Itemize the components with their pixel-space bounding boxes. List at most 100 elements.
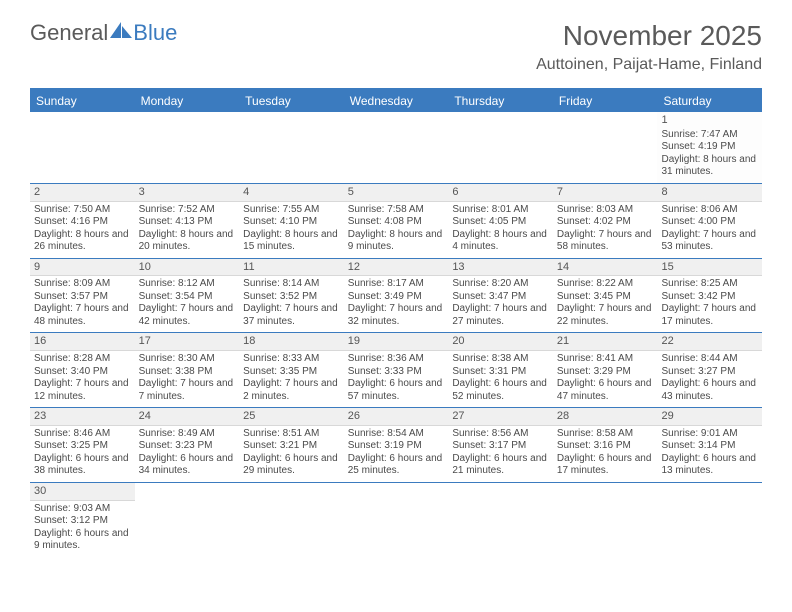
weekday-header: Wednesday <box>344 90 449 112</box>
day-cell: 23Sunrise: 8:46 AMSunset: 3:25 PMDayligh… <box>30 408 135 482</box>
daylight-text: Daylight: 7 hours and 27 minutes. <box>452 303 549 328</box>
day-number: 14 <box>557 261 654 275</box>
sunrise-text: Sunrise: 8:14 AM <box>243 278 340 291</box>
day-cell: 19 Sunrise: 8:36 AMSunset: 3:33 PMDayligh… <box>344 333 449 407</box>
day-cell: 25Sunrise: 8:51 AMSunset: 3:21 PMDayligh… <box>239 408 344 482</box>
day-number-band: 2 <box>30 184 135 202</box>
sunset-text: Sunset: 4:10 PM <box>243 216 340 229</box>
daylight-text: Daylight: 7 hours and 17 minutes. <box>661 303 758 328</box>
day-number-band: 16 <box>30 333 135 351</box>
sunset-text: Sunset: 3:19 PM <box>348 440 445 453</box>
day-number: 9 <box>34 261 131 275</box>
week-row: 30Sunrise: 9:03 AMSunset: 3:12 PMDayligh… <box>30 483 762 557</box>
day-cell: 4Sunrise: 7:55 AMSunset: 4:10 PMDaylight… <box>239 184 344 258</box>
sunrise-text: Sunrise: 7:58 AM <box>348 204 445 217</box>
day-number-band: 18 <box>239 333 344 351</box>
sunset-text: Sunset: 3:52 PM <box>243 291 340 304</box>
sunset-text: Sunset: 3:33 PM <box>348 366 445 379</box>
day-cell <box>448 483 553 557</box>
sunrise-text: Sunrise: 8:12 AM <box>139 278 236 291</box>
daylight-text: Daylight: 6 hours and 38 minutes. <box>34 453 131 478</box>
day-number-band: 29 <box>657 408 762 426</box>
sunrise-text: Sunrise: 8:28 AM <box>34 353 131 366</box>
day-cell: 6Sunrise: 8:01 AMSunset: 4:05 PMDaylight… <box>448 184 553 258</box>
weekday-header: Tuesday <box>239 90 344 112</box>
sunrise-text: Sunrise: 8:22 AM <box>557 278 654 291</box>
day-cell: 20Sunrise: 8:38 AMSunset: 3:31 PMDayligh… <box>448 333 553 407</box>
day-number: 2 <box>34 186 131 200</box>
weekday-header: Monday <box>135 90 240 112</box>
day-cell: 22Sunrise: 8:44 AMSunset: 3:27 PMDayligh… <box>657 333 762 407</box>
day-number: 16 <box>34 335 131 349</box>
day-number: 29 <box>661 410 758 424</box>
day-cell: 11Sunrise: 8:14 AMSunset: 3:52 PMDayligh… <box>239 259 344 333</box>
sunset-text: Sunset: 4:00 PM <box>661 216 758 229</box>
day-number: 26 <box>348 410 445 424</box>
sunrise-text: Sunrise: 8:25 AM <box>661 278 758 291</box>
daylight-text: Daylight: 6 hours and 57 minutes. <box>348 378 445 403</box>
weekday-header: Saturday <box>657 90 762 112</box>
sunset-text: Sunset: 3:21 PM <box>243 440 340 453</box>
day-number-band: 24 <box>135 408 240 426</box>
day-number: 28 <box>557 410 654 424</box>
week-row: 2Sunrise: 7:50 AMSunset: 4:16 PMDaylight… <box>30 184 762 259</box>
day-cell: 18Sunrise: 8:33 AMSunset: 3:35 PMDayligh… <box>239 333 344 407</box>
daylight-text: Daylight: 6 hours and 52 minutes. <box>452 378 549 403</box>
day-cell <box>553 483 658 557</box>
sunset-text: Sunset: 4:08 PM <box>348 216 445 229</box>
day-number-band: 26 <box>344 408 449 426</box>
sunset-text: Sunset: 3:17 PM <box>452 440 549 453</box>
week-row: 16 Sunrise: 8:28 AMSunset: 3:40 PM Dayligh… <box>30 333 762 408</box>
sunrise-text: Sunrise: 8:06 AM <box>661 204 758 217</box>
day-cell: 30Sunrise: 9:03 AMSunset: 3:12 PMDayligh… <box>30 483 135 557</box>
day-number: 7 <box>557 186 654 200</box>
day-number-band: 19 <box>344 333 449 351</box>
daylight-text: Daylight: 6 hours and 47 minutes. <box>557 378 654 403</box>
day-cell <box>344 112 449 183</box>
daylight-text: Daylight: 8 hours and 26 minutes. <box>34 229 131 254</box>
title-block: November 2025 Auttoinen, Paijat-Hame, Fi… <box>536 20 762 74</box>
sunrise-text: Sunrise: 7:55 AM <box>243 204 340 217</box>
day-number: 22 <box>661 335 758 349</box>
day-number-band: 13 <box>448 259 553 277</box>
day-number-band: 14 <box>553 259 658 277</box>
location-text: Auttoinen, Paijat-Hame, Finland <box>536 56 762 74</box>
sunset-text: Sunset: 3:35 PM <box>243 366 340 379</box>
day-number-band: 23 <box>30 408 135 426</box>
sunset-text: Sunset: 3:40 PM <box>34 366 131 379</box>
sunrise-text: Sunrise: 8:38 AM <box>452 353 549 366</box>
day-number: 24 <box>139 410 236 424</box>
daylight-text: Daylight: 7 hours and 53 minutes. <box>661 229 758 254</box>
daylight-text: Daylight: 6 hours and 9 minutes. <box>34 528 131 553</box>
sunrise-text: Sunrise: 8:20 AM <box>452 278 549 291</box>
sunset-text: Sunset: 3:16 PM <box>557 440 654 453</box>
day-cell: 3Sunrise: 7:52 AMSunset: 4:13 PMDaylight… <box>135 184 240 258</box>
sunrise-text: Sunrise: 8:36 AM <box>348 353 445 366</box>
day-cell: 13Sunrise: 8:20 AMSunset: 3:47 PMDayligh… <box>448 259 553 333</box>
day-cell: 14Sunrise: 8:22 AMSunset: 3:45 PMDayligh… <box>553 259 658 333</box>
day-number: 18 <box>243 335 340 349</box>
daylight-text: Daylight: 6 hours and 17 minutes. <box>557 453 654 478</box>
day-number-band: 15 <box>657 259 762 277</box>
day-number: 12 <box>348 261 445 275</box>
day-number: 17 <box>139 335 236 349</box>
sunset-text: Sunset: 4:19 PM <box>661 141 758 154</box>
day-number-band: 21 <box>553 333 658 351</box>
logo-text-2: Blue <box>133 20 177 46</box>
weekday-header-row: SundayMondayTuesdayWednesdayThursdayFrid… <box>30 90 762 112</box>
day-number: 8 <box>661 186 758 200</box>
logo-sail-icon <box>110 20 132 46</box>
sunrise-text: Sunrise: 8:54 AM <box>348 428 445 441</box>
day-cell <box>135 483 240 557</box>
sunset-text: Sunset: 3:25 PM <box>34 440 131 453</box>
day-number: 1 <box>661 114 758 128</box>
day-number: 10 <box>139 261 236 275</box>
day-cell: 7Sunrise: 8:03 AMSunset: 4:02 PMDaylight… <box>553 184 658 258</box>
day-number: 4 <box>243 186 340 200</box>
sunrise-text: Sunrise: 8:03 AM <box>557 204 654 217</box>
day-cell: 9Sunrise: 8:09 AMSunset: 3:57 PMDaylight… <box>30 259 135 333</box>
day-cell: 29Sunrise: 9:01 AMSunset: 3:14 PMDayligh… <box>657 408 762 482</box>
day-cell: 15Sunrise: 8:25 AMSunset: 3:42 PMDayligh… <box>657 259 762 333</box>
daylight-text: Daylight: 6 hours and 29 minutes. <box>243 453 340 478</box>
daylight-text: Daylight: 7 hours and 58 minutes. <box>557 229 654 254</box>
